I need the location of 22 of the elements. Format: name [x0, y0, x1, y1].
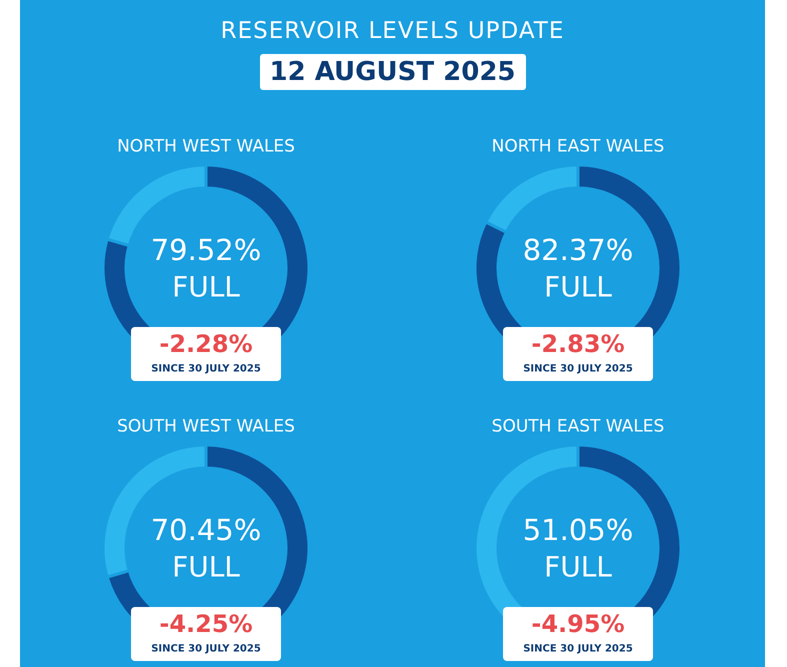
data-label: 51.05%	[522, 513, 634, 547]
text: FULL	[172, 550, 240, 584]
chart-title: NORTH WEST WALES	[117, 136, 295, 156]
text: FULL	[544, 550, 612, 584]
data-label: 82.37%	[522, 233, 634, 267]
text: FULL	[172, 270, 240, 304]
text: FULL	[544, 270, 612, 304]
text: SINCE 30 JULY 2025	[151, 644, 261, 654]
text: -2.83%	[531, 330, 625, 358]
chart-title: NORTH EAST WALES	[492, 136, 664, 156]
text: RESERVOIR LEVELS UPDATE	[220, 18, 566, 44]
text: -2.28%	[159, 330, 253, 358]
chart-title: SOUTH WEST WALES	[117, 416, 295, 436]
text: SINCE 30 JULY 2025	[151, 364, 261, 374]
chart-title: SOUTH EAST WALES	[492, 416, 664, 436]
text: 12 AUGUST 2025	[260, 54, 526, 90]
text: -4.95%	[531, 610, 625, 638]
text: SINCE 30 JULY 2025	[523, 364, 633, 374]
text: -4.25%	[159, 610, 253, 638]
text: SINCE 30 JULY 2025	[523, 644, 633, 654]
data-label: 70.45%	[150, 513, 262, 547]
data-label: 79.52%	[150, 233, 262, 267]
